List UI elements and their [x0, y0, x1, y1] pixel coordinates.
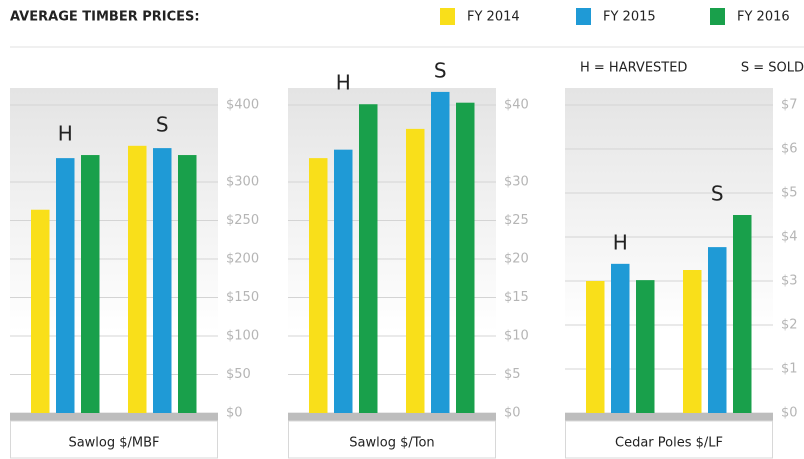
bar: [683, 270, 702, 413]
bar: [128, 145, 147, 413]
bar: [733, 215, 752, 413]
bar: [56, 158, 75, 413]
group-label: S: [156, 112, 169, 136]
y-tick-label: $300: [226, 175, 259, 190]
group-label: S: [434, 58, 447, 82]
group-label: H: [58, 122, 73, 146]
bar: [406, 128, 425, 413]
baseline: [565, 413, 773, 421]
legend-label: FY 2016: [737, 10, 790, 25]
y-tick-label: $400: [226, 98, 259, 113]
y-tick-label: $25: [504, 213, 529, 228]
y-tick-label: $1: [781, 362, 798, 377]
note: H = HARVESTED: [580, 61, 687, 76]
group-label: S: [711, 182, 724, 206]
y-tick-label: $3: [781, 274, 798, 289]
y-tick-label: $2: [781, 318, 798, 333]
x-axis-label: Sawlog $/Ton: [349, 436, 434, 451]
bar: [81, 155, 100, 414]
bar: [153, 148, 172, 413]
chart-title: AVERAGE TIMBER PRICES:: [10, 10, 200, 25]
bar: [309, 158, 328, 413]
x-axis-label: Sawlog $/MBF: [68, 436, 159, 451]
bar: [456, 102, 475, 413]
bar: [31, 209, 50, 413]
bar: [708, 247, 727, 413]
y-tick-label: $5: [504, 367, 521, 382]
legend-swatch: [710, 8, 725, 25]
y-tick-label: $20: [504, 252, 529, 267]
y-tick-label: $0: [504, 406, 521, 421]
bar: [178, 155, 197, 414]
legend-swatch: [576, 8, 591, 25]
xlabel-box: [565, 420, 773, 459]
bar: [611, 263, 630, 413]
y-tick-label: $30: [504, 175, 529, 190]
note: S = SOLD: [741, 61, 804, 76]
y-tick-label: $4: [781, 230, 798, 245]
group-label: H: [613, 230, 628, 254]
bar: [334, 149, 353, 413]
group-label: H: [336, 71, 351, 95]
y-tick-label: $50: [226, 367, 251, 382]
y-tick-label: $150: [226, 290, 259, 305]
bar: [636, 280, 655, 413]
y-tick-label: $10: [504, 329, 529, 344]
xlabel-box: [10, 420, 218, 459]
bar: [586, 281, 605, 413]
bar: [359, 104, 378, 413]
legend-label: FY 2015: [603, 10, 656, 25]
baseline: [10, 413, 218, 421]
y-tick-label: $0: [226, 406, 243, 421]
legend-label: FY 2014: [467, 10, 520, 25]
bar: [431, 91, 450, 413]
legend-swatch: [440, 8, 455, 25]
xlabel-box: [288, 420, 496, 459]
y-tick-label: $200: [226, 252, 259, 267]
y-tick-label: $5: [781, 186, 798, 201]
y-tick-label: $7: [781, 98, 798, 113]
y-tick-label: $0: [781, 406, 798, 421]
y-tick-label: $100: [226, 329, 259, 344]
y-tick-label: $250: [226, 213, 259, 228]
x-axis-label: Cedar Poles $/LF: [615, 436, 723, 451]
baseline: [288, 413, 496, 421]
y-tick-label: $40: [504, 98, 529, 113]
y-tick-label: $15: [504, 290, 529, 305]
y-tick-label: $6: [781, 142, 798, 157]
